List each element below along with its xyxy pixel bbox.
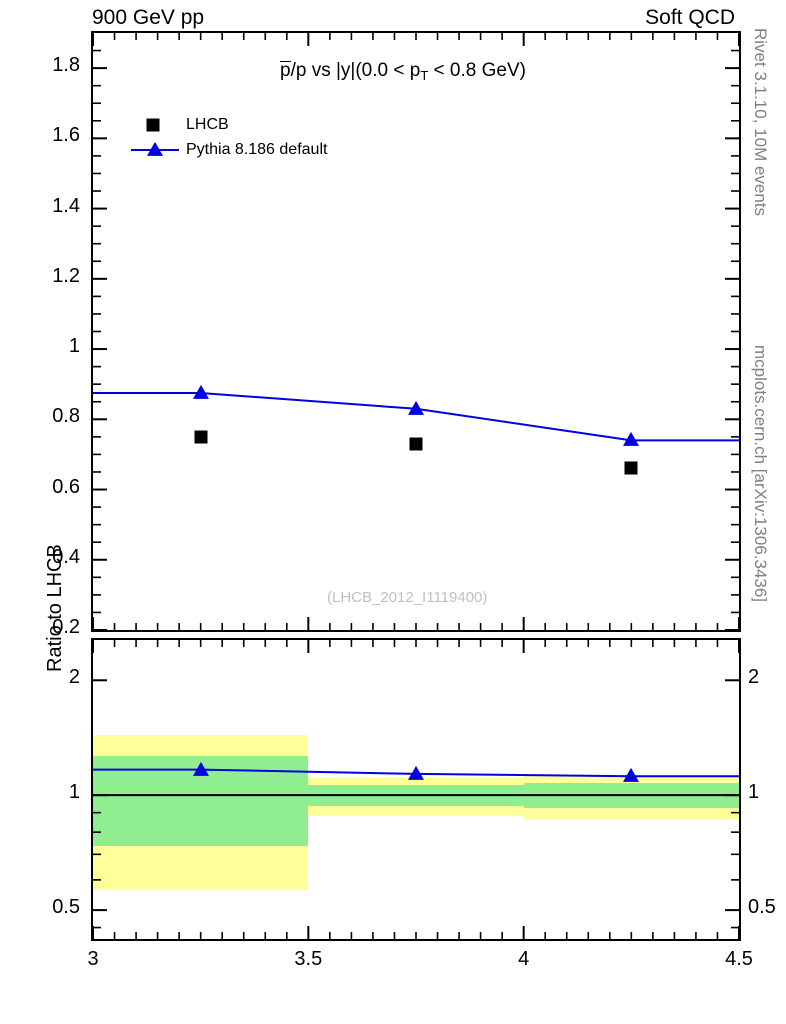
rivet-version-label: Rivet 3.1.10, 10M events	[751, 28, 770, 217]
title-cut-post: < 0.8 GeV)	[428, 60, 526, 81]
main-y-tick-label: 0.8	[52, 405, 80, 428]
legend-label-pythia: Pythia 8.186 default	[186, 141, 328, 158]
analysis-id-watermark: (LHCB_2012_I1119400)	[327, 589, 488, 606]
ratio-y-tick-label: 0.5	[52, 896, 80, 919]
main-y-tick-label: 0.4	[52, 545, 80, 568]
main-y-tick-label: 1.8	[52, 54, 80, 77]
ratio-point-pythia	[623, 768, 640, 783]
data-point-pythia	[623, 432, 640, 447]
x-tick-label: 4.5	[725, 948, 753, 970]
ratio-y-tick-label-right: 0.5	[748, 896, 776, 919]
legend-label-lhcb: LHCB	[186, 116, 229, 133]
data-point-pythia	[408, 400, 424, 415]
abs-y-symbol: |y|	[335, 60, 356, 81]
title-cut-pre: (0.0 < p	[355, 60, 421, 81]
main-y-tick-label: 1.6	[52, 124, 80, 147]
data-point-lhcb	[194, 430, 208, 444]
main-plot-panel	[91, 31, 741, 632]
x-tick-label: 3	[87, 948, 99, 970]
ratio-y-tick-label: 2	[68, 666, 80, 689]
main-y-tick-label: 0.6	[52, 475, 80, 498]
main-y-tick-label: 1	[68, 335, 80, 358]
ratio-y-tick-label-right: 1	[748, 781, 760, 804]
header-left-label: 900 GeV pp	[92, 6, 205, 29]
ratio-y-tick-label-right: 2	[748, 666, 760, 689]
main-y-tick-label: 1.2	[52, 264, 80, 287]
data-point-pythia	[192, 384, 209, 399]
pbar-symbol: p	[280, 60, 291, 81]
x-tick-label: 4	[518, 948, 530, 970]
ratio-axis-title: Ratio to LHCB	[44, 544, 66, 672]
main-y-tick-label: 1.4	[52, 194, 80, 217]
title-cut-sub: T	[420, 68, 429, 83]
legend-triangle-marker	[147, 141, 163, 156]
data-point-lhcb	[624, 461, 638, 475]
ratio-plot-panel	[91, 638, 741, 941]
data-point-lhcb	[409, 437, 423, 451]
ratio-point-pythia	[192, 761, 209, 776]
ratio-plot-canvas	[92, 640, 740, 939]
x-tick-label: 3.5	[294, 948, 323, 970]
title-mid: /p vs	[290, 60, 336, 81]
plot-title: p/p vs |y|(0.0 < pT < 0.8 GeV)	[280, 60, 526, 83]
legend-square-marker	[146, 118, 160, 132]
ratio-point-pythia	[408, 765, 424, 780]
ratio-y-tick-label: 1	[68, 781, 80, 804]
header-right-label: Soft QCD	[645, 6, 735, 29]
mcplots-source-label: mcplots.cern.ch [arXiv:1306.3436]	[751, 345, 770, 603]
main-y-tick-label: 0.2	[52, 616, 80, 638]
